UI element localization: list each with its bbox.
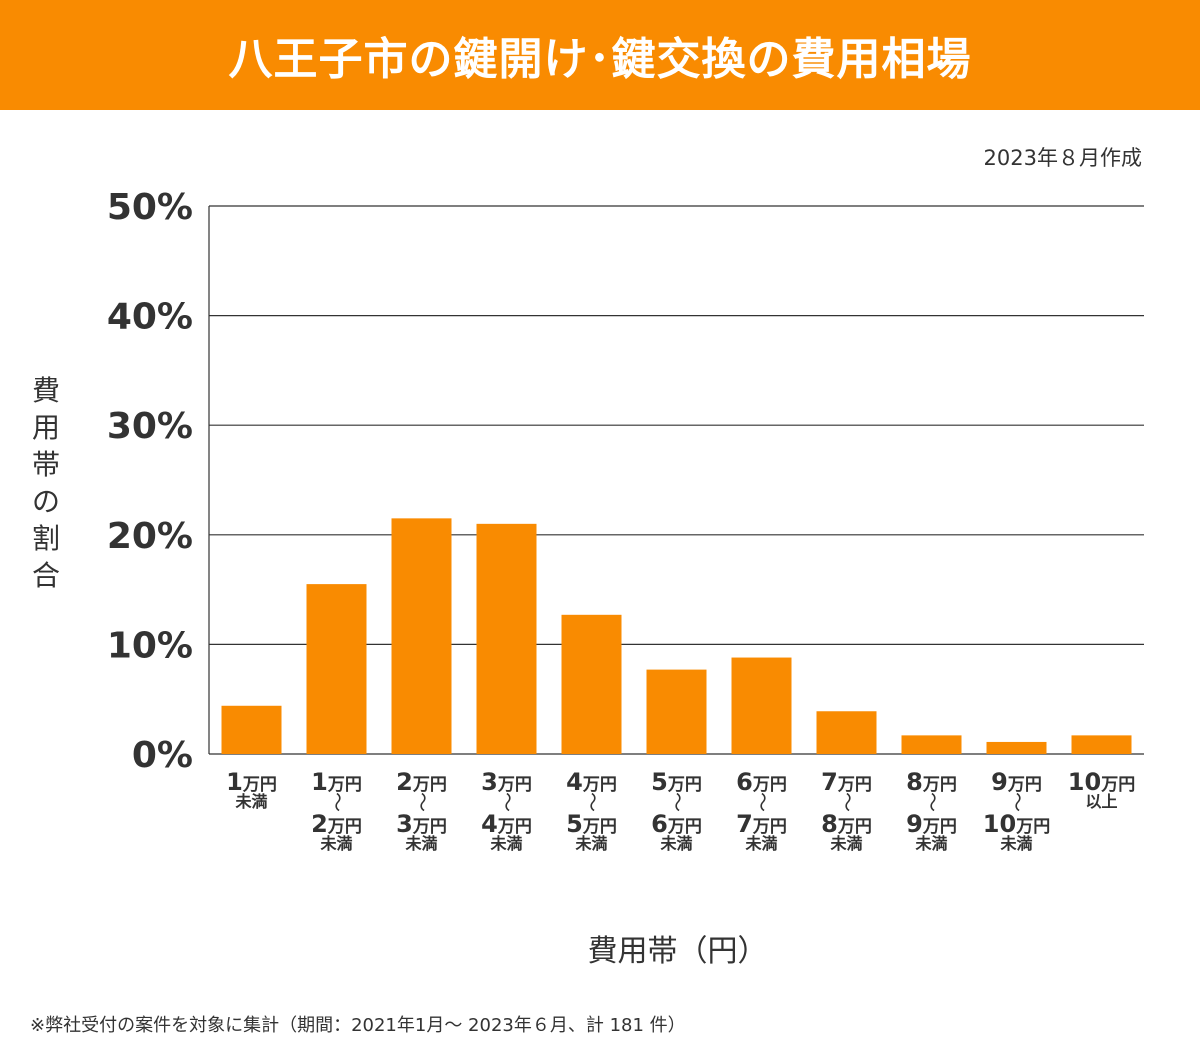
x-tick-label: 9万円 <box>991 768 1042 796</box>
x-tick-separator: ～ <box>581 792 605 812</box>
x-tick-separator: ～ <box>751 792 775 812</box>
y-axis-label-char: 合 <box>31 559 60 592</box>
bar <box>306 584 367 754</box>
title-banner: 八王子市の鍵開け･鍵交換の費用相場 <box>0 0 1200 110</box>
x-tick-label: 3万円 <box>396 810 447 838</box>
y-tick-label: 20% <box>107 516 193 557</box>
x-tick-label: 8万円 <box>821 810 872 838</box>
bar <box>816 711 877 754</box>
x-tick-label: 2万円 <box>311 810 362 838</box>
x-tick-label: 5万円 <box>651 768 702 796</box>
y-axis-label-char: 費 <box>31 374 60 407</box>
x-tick-separator: ～ <box>921 792 945 812</box>
x-tick-label: 以上 <box>1085 792 1117 811</box>
chart-title: 八王子市の鍵開け･鍵交換の費用相場 <box>228 34 972 85</box>
x-tick-label: 未満 <box>319 834 352 853</box>
x-tick-label: 未満 <box>574 834 607 853</box>
x-tick-label: 1万円 <box>311 768 362 796</box>
y-tick-label: 40% <box>107 297 193 338</box>
x-tick-label: 1万円 <box>226 768 277 796</box>
footnote: ※弊社受付の案件を対象に集計（期間：2021年1月～ 2023年６月、計 181… <box>30 1015 686 1036</box>
y-axis-label: 費用帯の割合 <box>24 372 68 594</box>
x-tick-label: 6万円 <box>736 768 787 796</box>
x-axis-label: 費用帯（円） <box>587 934 768 969</box>
bar <box>986 741 1047 754</box>
y-axis-label-char: の <box>31 485 60 518</box>
x-tick-separator: ～ <box>666 792 690 812</box>
bar <box>561 614 622 754</box>
x-tick-label: 未満 <box>659 834 692 853</box>
x-tick-label: 未満 <box>404 834 437 853</box>
y-tick-label: 10% <box>107 625 193 666</box>
y-axis-label-char: 用 <box>31 411 60 444</box>
x-tick-label: 未満 <box>744 834 777 853</box>
bar <box>646 669 707 754</box>
x-tick-label: 4万円 <box>481 810 532 838</box>
bar <box>476 523 537 754</box>
x-tick-label: 2万円 <box>396 768 447 796</box>
x-tick-label: 5万円 <box>566 810 617 838</box>
x-tick-label: 未満 <box>914 834 947 853</box>
x-tick-label: 10万円 <box>983 810 1050 838</box>
x-tick-label: 7万円 <box>736 810 787 838</box>
x-tick-label: 9万円 <box>906 810 957 838</box>
x-tick-label: 10万円 <box>1068 768 1135 796</box>
x-tick-label: 3万円 <box>481 768 532 796</box>
bar <box>221 705 282 754</box>
x-tick-label: 6万円 <box>651 810 702 838</box>
x-tick-label: 未満 <box>234 792 267 811</box>
created-date-note: 2023年８月作成 <box>983 146 1142 170</box>
x-tick-label: 未満 <box>999 834 1032 853</box>
bar <box>731 657 792 754</box>
x-tick-label: 未満 <box>489 834 522 853</box>
y-tick-label: 0% <box>132 735 193 776</box>
x-tick-separator: ～ <box>411 792 435 812</box>
x-tick-separator: ～ <box>836 792 860 812</box>
bar <box>391 518 452 754</box>
x-tick-separator: ～ <box>1006 792 1030 812</box>
bar <box>1071 735 1132 754</box>
x-tick-label: 未満 <box>829 834 862 853</box>
bar <box>901 735 962 754</box>
x-tick-separator: ～ <box>326 792 350 812</box>
x-tick-label: 4万円 <box>566 768 617 796</box>
x-tick-label: 8万円 <box>906 768 957 796</box>
x-tick-separator: ～ <box>496 792 520 812</box>
y-tick-label: 50% <box>107 187 193 228</box>
y-axis-label-char: 帯 <box>31 448 60 481</box>
y-tick-label: 30% <box>107 406 193 447</box>
y-axis-label-char: 割 <box>31 522 60 555</box>
x-tick-label: 7万円 <box>821 768 872 796</box>
